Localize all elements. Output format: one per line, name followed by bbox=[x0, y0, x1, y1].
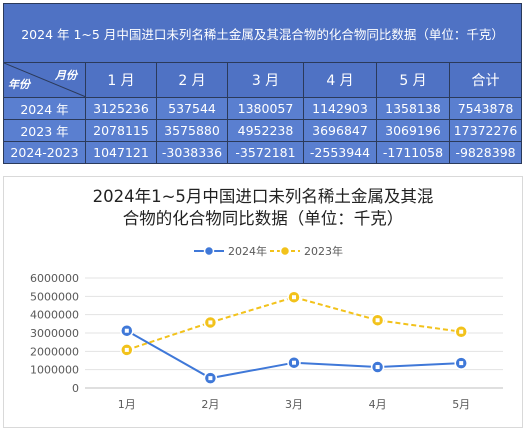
table-cell: 7543878 bbox=[448, 97, 523, 120]
y-tick-label: 0 bbox=[72, 382, 79, 395]
y-tick-label: 3000000 bbox=[30, 327, 79, 340]
data-point-inner bbox=[375, 318, 380, 323]
series-line-2023年 bbox=[126, 296, 462, 351]
data-table-container: 2024 年 1~5 月中国进口未列名稀土金属及其混合物的化合物同比数据（单位：… bbox=[2, 3, 523, 168]
x-tick-label: 2月 bbox=[201, 398, 219, 411]
line-chart-container: 2024年1~5月中国进口未列名稀土金属及其混 合物的化合物同比数据（单位：千克… bbox=[3, 176, 523, 428]
table-cell: 1142903 bbox=[303, 97, 377, 120]
legend-marker-2024 bbox=[203, 245, 215, 257]
y-tick-label: 1000000 bbox=[30, 364, 79, 377]
chart-border bbox=[3, 176, 523, 428]
col-header-1: 1 月 bbox=[85, 62, 157, 98]
col-header-3: 3 月 bbox=[227, 62, 304, 98]
row-label: 2023 年 bbox=[3, 119, 86, 142]
col-header-4: 4 月 bbox=[303, 62, 377, 98]
table-title: 2024 年 1~5 月中国进口未列名稀土金属及其混合物的化合物同比数据（单位：… bbox=[2, 3, 523, 63]
x-tick-label: 3月 bbox=[285, 398, 303, 411]
y-tick-label: 6000000 bbox=[30, 272, 79, 285]
col-header-5: 5 月 bbox=[376, 62, 450, 98]
data-point-inner bbox=[292, 295, 296, 300]
col-header-2: 2 月 bbox=[156, 62, 228, 98]
corner-month-label: 月份 bbox=[55, 69, 77, 82]
table-cell: -9828398 bbox=[448, 141, 523, 164]
chart-title-line1: 2024年1~5月中国进口未列名稀土金属及其混 bbox=[93, 187, 434, 206]
table-row-2024: 2024 年 3125236 537544 1380057 1142903 13… bbox=[3, 97, 523, 120]
chart-title-line2: 合物的化合物同比数据（单位：千克） bbox=[123, 209, 404, 228]
corner-year-label: 年份 bbox=[8, 78, 30, 91]
table-cell: 3069196 bbox=[376, 119, 450, 142]
corner-diagonal-line bbox=[4, 63, 85, 97]
table-cell: 2078115 bbox=[85, 119, 157, 142]
data-point-inner bbox=[292, 360, 296, 365]
legend-marker-2023 bbox=[279, 245, 291, 257]
line-chart: 2024年1~5月中国进口未列名稀土金属及其混 合物的化合物同比数据（单位：千克… bbox=[3, 176, 523, 428]
y-axis: 0 1000000 2000000 3000000 4000000 5000000 6000… bbox=[30, 272, 79, 395]
table-cell: -2553944 bbox=[303, 141, 377, 164]
y-tick-label: 4000000 bbox=[30, 309, 79, 322]
row-label: 2024 年 bbox=[3, 97, 86, 120]
chart-series bbox=[120, 290, 468, 385]
table-cell: 3575880 bbox=[156, 119, 228, 142]
data-point-inner bbox=[124, 328, 129, 333]
table-cell: 4952238 bbox=[227, 119, 304, 142]
data-point-inner bbox=[208, 376, 213, 381]
row-label: 2024-2023 bbox=[3, 141, 86, 164]
data-point-inner bbox=[459, 361, 464, 366]
table-header-row: 月份 年份 1 月 2 月 3 月 4 月 5 月 合计 bbox=[3, 62, 523, 98]
y-tick-label: 5000000 bbox=[30, 290, 79, 303]
col-header-total: 合计 bbox=[448, 62, 523, 98]
data-point-inner bbox=[459, 329, 464, 334]
table-cell: 1380057 bbox=[227, 97, 304, 120]
table-cell: -3038336 bbox=[156, 141, 228, 164]
table-cell: 17372276 bbox=[448, 119, 523, 142]
table-corner-cell: 月份 年份 bbox=[3, 62, 86, 98]
chart-legend: 2024年 2023年 bbox=[194, 244, 343, 258]
table-row-diff: 2024-2023 1047121 -3038336 -3572181 -255… bbox=[3, 141, 523, 164]
table-cell: -3572181 bbox=[227, 141, 304, 164]
x-tick-label: 1月 bbox=[118, 398, 136, 411]
table-cell: 537544 bbox=[156, 97, 228, 120]
x-axis: 1月 2月 3月 4月 5月 bbox=[118, 398, 470, 411]
legend-label-2023: 2023年 bbox=[304, 244, 343, 258]
legend-label-2024: 2024年 bbox=[228, 244, 267, 258]
data-point-inner bbox=[208, 320, 213, 325]
y-tick-label: 2000000 bbox=[30, 345, 79, 358]
table-cell: -1711058 bbox=[376, 141, 450, 164]
table-cell: 3125236 bbox=[85, 97, 157, 120]
data-point-inner bbox=[375, 365, 380, 370]
data-table: 2024 年 1~5 月中国进口未列名稀土金属及其混合物的化合物同比数据（单位：… bbox=[2, 3, 523, 164]
table-cell: 1358138 bbox=[376, 97, 450, 120]
table-cell: 1047121 bbox=[85, 141, 157, 164]
table-row-2023: 2023 年 2078115 3575880 4952238 3696847 3… bbox=[3, 119, 523, 142]
data-point-inner bbox=[124, 347, 129, 352]
x-tick-label: 5月 bbox=[452, 398, 470, 411]
table-cell: 3696847 bbox=[303, 119, 377, 142]
x-tick-label: 4月 bbox=[369, 398, 387, 411]
